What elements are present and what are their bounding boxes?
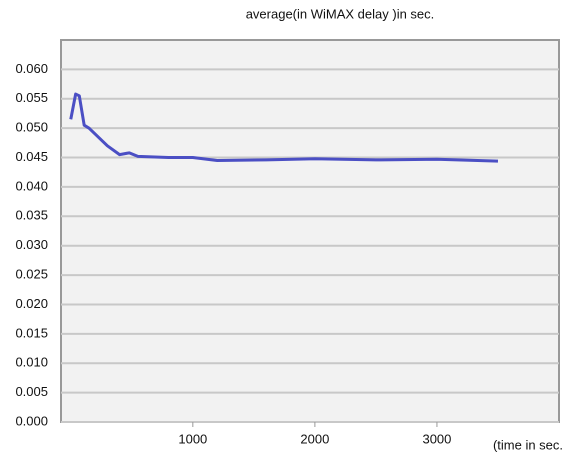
y-tick-label: 0.030 bbox=[15, 237, 48, 252]
y-tick-label: 0.045 bbox=[15, 149, 48, 164]
y-tick-label: 0.055 bbox=[15, 90, 48, 105]
y-tick-label: 0.010 bbox=[15, 355, 48, 370]
y-tick-label: 0.050 bbox=[15, 120, 48, 135]
y-tick-label: 0.025 bbox=[15, 267, 48, 282]
plot-area bbox=[60, 39, 560, 423]
data-line bbox=[69, 92, 499, 163]
x-tick-label: 1000 bbox=[178, 431, 207, 446]
chart-title: average(in WiMAX delay )in sec. bbox=[246, 6, 435, 21]
y-tick-label: 0.015 bbox=[15, 325, 48, 340]
y-tick-label: 0.020 bbox=[15, 296, 48, 311]
y-tick-label: 0.040 bbox=[15, 178, 48, 193]
x-tick-label: 3000 bbox=[422, 431, 451, 446]
x-tick-label: 2000 bbox=[300, 431, 329, 446]
y-tick-label: 0.060 bbox=[15, 61, 48, 76]
x-axis-label: (time in sec. bbox=[493, 437, 563, 452]
y-tick-label: 0.000 bbox=[15, 413, 48, 428]
y-tick-label: 0.035 bbox=[15, 208, 48, 223]
y-tick-label: 0.005 bbox=[15, 384, 48, 399]
